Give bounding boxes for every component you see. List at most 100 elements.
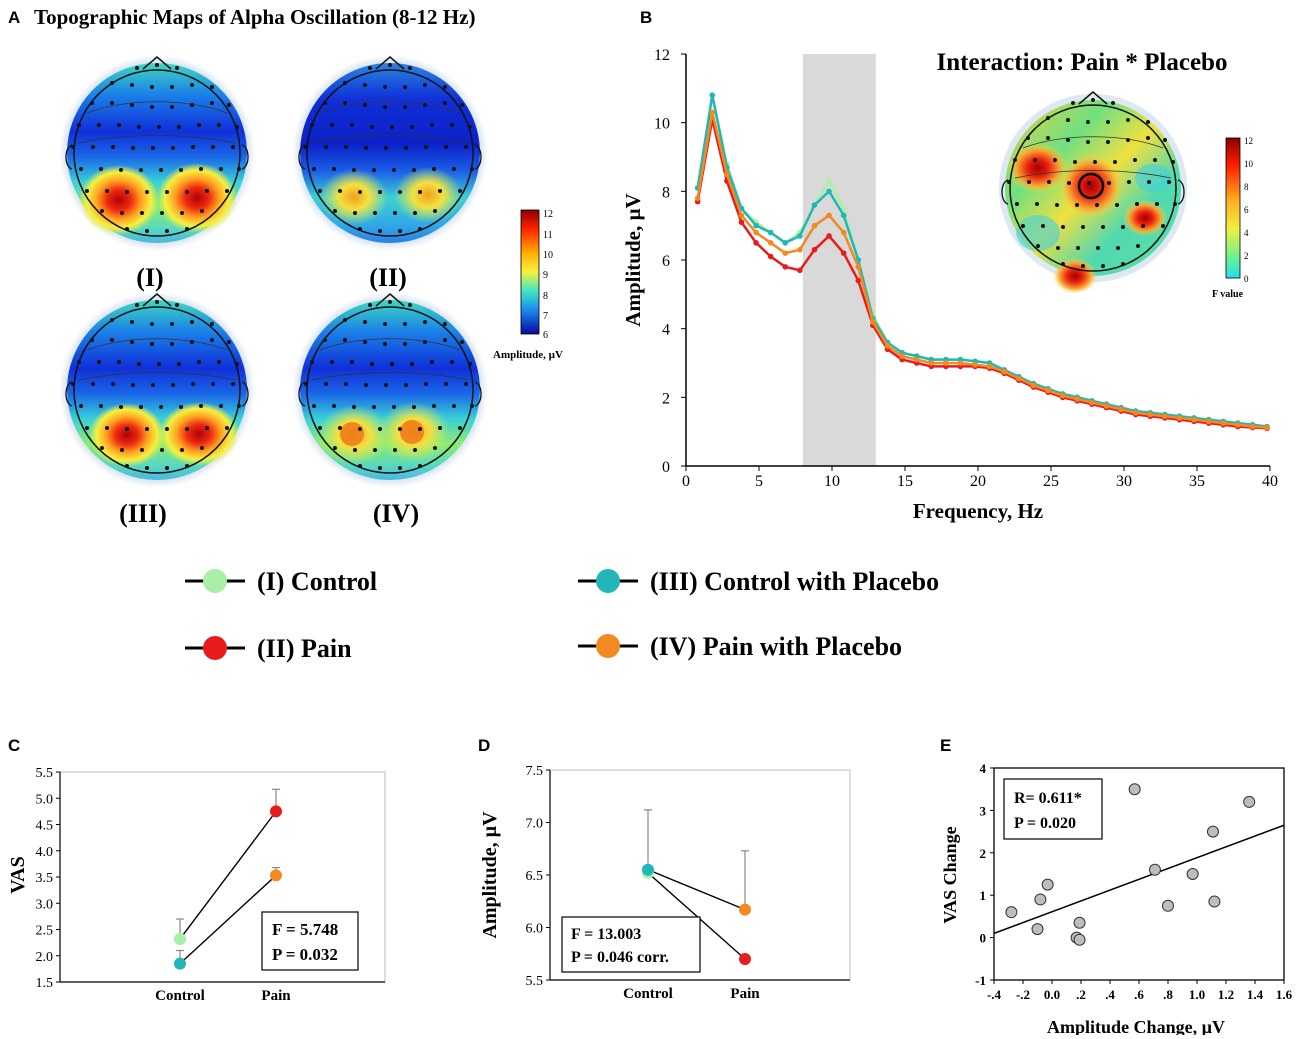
data-point-control [174,932,186,945]
x-tick-label: .6 [1134,987,1144,1002]
data-point-pain_placebo [943,360,949,366]
data-point-pain_placebo [797,246,803,253]
scatter-point [1073,916,1086,929]
panel-a-title: Topographic Maps of Alpha Oscillation (8… [34,5,476,29]
f-value-colorbar [1225,137,1241,279]
series-line [647,869,746,911]
y-tick-label: 0 [980,931,987,946]
amplitude-colorbar-ticks: 12 11 10 9 8 7 6 [543,209,553,341]
scatter-point [1206,825,1219,838]
y-tick-label: 4.0 [36,845,54,860]
data-point-pain_placebo [767,240,774,246]
data-point-pain_placebo [1132,409,1139,416]
data-point-pain_placebo [724,171,730,177]
data-point-pain_placebo [913,356,920,363]
data-point-pain [826,233,832,239]
stat-p: P = 0.032 [272,945,338,964]
series-line-control [696,94,1268,428]
panel-b-letter: B [640,8,653,27]
data-point-pain_placebo [1191,416,1197,423]
stats-box [1003,778,1103,840]
legend-marker [203,569,227,593]
cbar-tick: 10 [543,250,553,261]
data-point-pain_placebo [1205,418,1212,425]
data-point-pain_placebo [1089,399,1095,406]
y-tick-label: 5.5 [526,974,544,989]
data-point-pain [811,246,818,253]
data-point-control_placebo [753,222,759,229]
scatter-point [1148,863,1161,876]
data-point-pain_placebo [884,343,891,349]
data-point-pain_placebo [1249,423,1256,430]
y-axis-label: Amplitude, µV [621,193,645,326]
y-tick-label: 4 [662,322,670,339]
data-point-pain_placebo [1103,403,1110,409]
topo-map-4 [292,292,488,488]
x-tick-label: Control [155,988,205,1004]
data-point-control_placebo [767,229,774,236]
topo-map-1 [59,55,255,251]
legend-marker [596,569,620,593]
stat-p: P = 0.046 corr. [571,949,669,966]
series-line [179,810,277,940]
scatter-point [1041,878,1054,891]
data-point-pain_placebo [1118,406,1124,413]
data-point-pain_placebo [1074,396,1081,402]
y-tick-label: 1.5 [36,976,54,991]
cbar-tick: 7 [543,311,548,322]
x-tick-label: 1.0 [1189,987,1205,1002]
x-axis-label: Frequency, Hz [913,499,1043,523]
y-tick-label: 3.0 [36,897,54,912]
x-tick-label: 1.6 [1276,987,1293,1002]
fcbar-tick: 6 [1244,205,1249,215]
legend-label: (III) Control with Placebo [650,567,939,596]
legend-item-control: (I) Control [185,567,377,596]
panel-e-letter: E [940,736,952,755]
data-point-control [826,178,832,184]
map-label-4: (IV) [373,499,419,528]
cbar-tick: 6 [543,330,548,341]
legend-label: (IV) Pain with Placebo [650,632,902,661]
data-point-pain_placebo [986,363,993,370]
stat-f: F = 13.003 [571,926,641,943]
data-point-pain_placebo [957,360,964,366]
data-point-pain_placebo [899,353,905,359]
y-tick-label: 7.5 [526,764,544,779]
data-point-pain_placebo [826,212,832,219]
correlation-chart: -.4 -.2 0.0 .2 .4 .6 .8 1.0 1.2 1.4 1.6 -1 0 1 2 3 4 Amp… [940,761,1293,1035]
stat-f: F = 5.748 [272,920,338,939]
data-point-control_placebo [840,212,847,219]
data-point-pain_placebo [753,229,759,236]
vas-chart: 1.5 2.0 2.5 3.0 3.5 4.0 4.5 5.0 5.5 Control Pain V… [7,766,386,1004]
panel-d-letter: D [478,736,491,755]
panel-a-letter: A [8,8,21,27]
amplitude-colorbar-label: Amplitude, µV [493,349,563,361]
y-tick-label: 3.5 [36,871,54,886]
y-tick-label: 2.0 [36,950,54,965]
f-value-colorbar-ticks: 12 10 8 6 4 2 0 [1244,136,1254,284]
scatter-point [1128,783,1141,796]
y-axis-label: VAS [7,856,29,893]
x-tick-label: 30 [1116,473,1132,490]
data-point-pain [738,219,745,226]
data-point-pain_placebo [1001,368,1008,375]
f-value-topo-map [999,91,1187,294]
data-point-pain_placebo [811,222,818,229]
y-tick-label: 6.5 [526,869,544,884]
fcbar-tick: 2 [1244,251,1249,261]
fcbar-tick: 10 [1244,159,1254,169]
data-point-pain_placebo [870,319,876,325]
data-point-pain_placebo [1016,375,1022,382]
scatter-point [1005,906,1018,919]
x-tick-label: 0.0 [1044,987,1060,1002]
y-tick-label: 7.0 [526,817,544,832]
data-point-pain [739,953,751,965]
map-label-3: (III) [119,499,167,528]
regression-line [993,824,1285,935]
amplitude-colorbar [520,209,540,335]
scatter-point [1208,895,1221,908]
legend-item-control-placebo: (III) Control with Placebo [578,567,939,596]
x-tick-label: 15 [897,473,913,490]
series-line-control_placebo [696,94,1268,428]
